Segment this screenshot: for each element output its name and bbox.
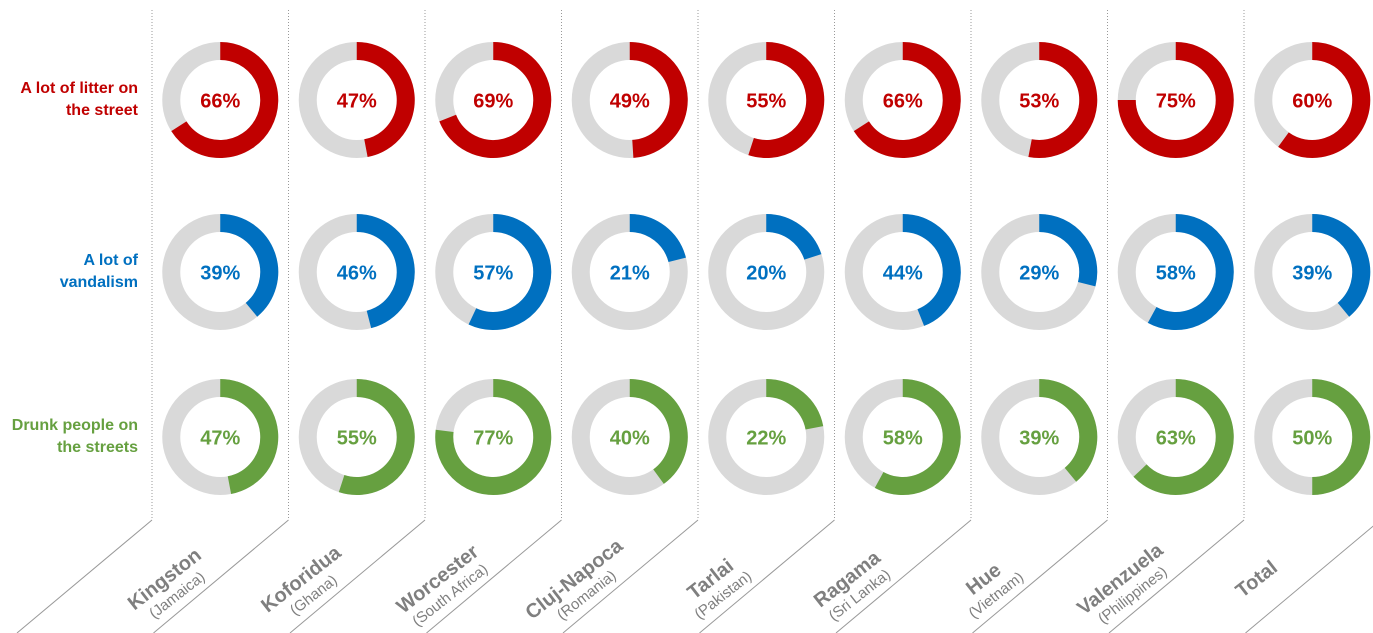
donut-arc: [902, 214, 961, 326]
value-label: 49%: [610, 90, 650, 112]
column-diagonal: [1108, 519, 1245, 633]
row-label: A lot of vandalism: [59, 252, 138, 291]
column-diagonal: [153, 519, 289, 633]
donut-arc: [219, 214, 279, 317]
category-label: Kingston(Jamaica): [124, 544, 209, 622]
donut-arc: [356, 214, 415, 329]
row-label: Drunk people on the streets: [11, 417, 138, 456]
value-label: 22%: [746, 427, 786, 449]
value-label: 44%: [883, 262, 923, 284]
donut-arc: [1038, 379, 1098, 482]
donut-arc: [765, 214, 822, 261]
donut-arc: [1278, 42, 1371, 158]
value-label: 46%: [337, 262, 377, 284]
donut-arc: [468, 214, 552, 330]
category-label: Total: [1232, 557, 1282, 603]
value-label: 63%: [1156, 427, 1196, 449]
row-label: A lot of litter on the street: [20, 80, 138, 119]
donut-arc: [629, 42, 688, 158]
value-label: 66%: [200, 90, 240, 112]
value-label: 21%: [610, 262, 650, 284]
value-label: 39%: [1019, 427, 1059, 449]
value-label: 75%: [1156, 90, 1196, 112]
donut-arc: [356, 42, 415, 157]
column-diagonal: [699, 519, 835, 633]
value-label: 55%: [337, 427, 377, 449]
donut-arc: [1311, 214, 1371, 317]
donut-arc: [853, 42, 961, 158]
category-label: Hue(Vietnam): [962, 559, 1027, 622]
donut-arc: [219, 379, 279, 494]
donut-arc: [1133, 379, 1234, 495]
donut-arc: [1028, 42, 1098, 158]
value-label: 39%: [1292, 262, 1332, 284]
donut-arc: [338, 379, 415, 495]
value-label: 57%: [473, 262, 513, 284]
category-label: Koforidua(Ghana): [257, 541, 346, 619]
column-diagonal: [1245, 525, 1373, 633]
category-label: Tarlai(Pakistan): [684, 555, 755, 623]
donut-arc: [629, 379, 688, 484]
donut-arc: [1117, 42, 1234, 158]
column-diagonal: [426, 519, 562, 633]
value-label: 39%: [200, 262, 240, 284]
value-label: 66%: [883, 90, 923, 112]
value-label: 77%: [473, 427, 513, 449]
value-label: 47%: [200, 427, 240, 449]
donut-arc: [1147, 214, 1234, 330]
value-label: 29%: [1019, 262, 1059, 284]
value-label: 58%: [883, 427, 923, 449]
column-diagonal: [562, 519, 699, 633]
donut-arc: [629, 214, 686, 263]
value-label: 55%: [746, 90, 786, 112]
donut-arc: [439, 42, 552, 158]
donut-arc: [874, 379, 961, 495]
donut-arc: [765, 379, 824, 430]
column-diagonal: [972, 519, 1108, 633]
value-label: 20%: [746, 262, 786, 284]
column-diagonal: [835, 519, 972, 633]
value-label: 58%: [1156, 262, 1196, 284]
donut-arc: [748, 42, 825, 158]
value-label: 50%: [1292, 427, 1332, 449]
column-diagonal: [289, 519, 426, 633]
category-label: Ragama(Sri Lanka): [810, 546, 894, 624]
value-label: 69%: [473, 90, 513, 112]
donut-arc: [1038, 214, 1098, 287]
category-name: Total: [1232, 557, 1282, 603]
value-label: 53%: [1019, 90, 1059, 112]
column-diagonal: [16, 519, 153, 633]
value-label: 40%: [610, 427, 650, 449]
donut-arc: [1311, 379, 1371, 495]
donut-arc: [435, 379, 552, 495]
donut-arc: [171, 42, 279, 158]
value-label: 60%: [1292, 90, 1332, 112]
value-label: 47%: [337, 90, 377, 112]
